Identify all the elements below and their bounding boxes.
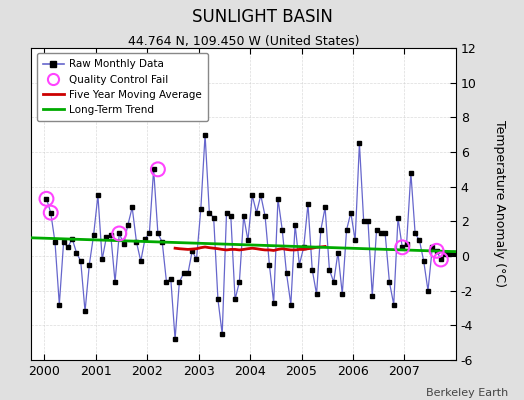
Text: SUNLIGHT BASIN: SUNLIGHT BASIN — [192, 8, 332, 26]
Point — [42, 196, 51, 202]
Point — [432, 248, 441, 254]
Point — [115, 230, 124, 237]
Point — [436, 256, 445, 263]
Y-axis label: Temperature Anomaly (°C): Temperature Anomaly (°C) — [493, 120, 506, 288]
Point — [47, 210, 55, 216]
Legend: Raw Monthly Data, Quality Control Fail, Five Year Moving Average, Long-Term Tren: Raw Monthly Data, Quality Control Fail, … — [37, 53, 208, 121]
Point — [398, 244, 407, 250]
Title: 44.764 N, 109.450 W (United States): 44.764 N, 109.450 W (United States) — [128, 35, 359, 48]
Text: Berkeley Earth: Berkeley Earth — [426, 388, 508, 398]
Point — [154, 166, 162, 172]
